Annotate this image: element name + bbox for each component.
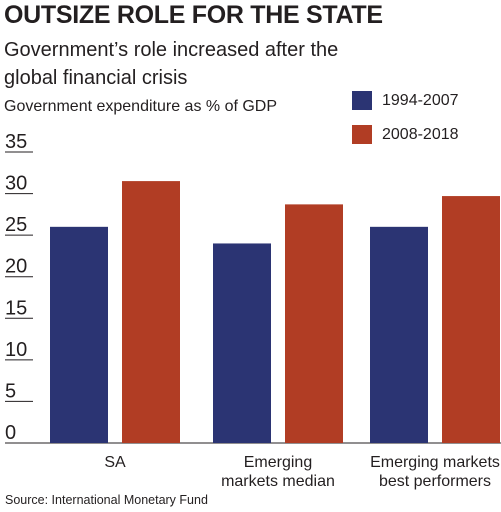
legend-item-series-1: 1994-2007 xyxy=(352,89,459,112)
y-tick-label: 25 xyxy=(5,214,27,236)
y-tick-label: 15 xyxy=(5,297,27,319)
y-axis-label: Government expenditure as % of GDP xyxy=(4,98,278,115)
legend-swatch-series-2 xyxy=(352,125,372,144)
legend-label-series-1: 1994-2007 xyxy=(382,91,459,109)
x-category-label: Emerging markets median xyxy=(221,454,335,490)
bar-1-1 xyxy=(50,226,108,443)
bar-2-1 xyxy=(122,181,180,443)
bar-1-3 xyxy=(370,226,428,443)
y-tick-label: 20 xyxy=(5,256,27,278)
legend-swatch-series-1 xyxy=(352,91,372,110)
bar-1-2 xyxy=(213,243,271,443)
y-tick-label: 5 xyxy=(5,380,16,402)
chart-subtitle: Government’s role increased after the gl… xyxy=(4,39,339,89)
legend: 1994-2007 2008-2018 xyxy=(352,89,459,157)
y-tick-label: 10 xyxy=(5,339,27,361)
y-tick-label: 30 xyxy=(5,173,27,195)
x-category-label: Emerging markets best performers xyxy=(370,454,500,490)
x-category-label: SA xyxy=(104,454,126,471)
legend-label-series-2: 2008-2018 xyxy=(382,125,459,143)
bar-2-3 xyxy=(442,196,500,443)
chart-title: OUTSIZE ROLE FOR THE STATE xyxy=(4,1,383,29)
source-note: Source: International Monetary Fund xyxy=(5,493,208,507)
y-tick-label: 35 xyxy=(5,131,27,153)
y-tick-label: 0 xyxy=(5,422,16,444)
bar-2-2 xyxy=(285,204,343,443)
legend-item-series-2: 2008-2018 xyxy=(352,123,459,146)
